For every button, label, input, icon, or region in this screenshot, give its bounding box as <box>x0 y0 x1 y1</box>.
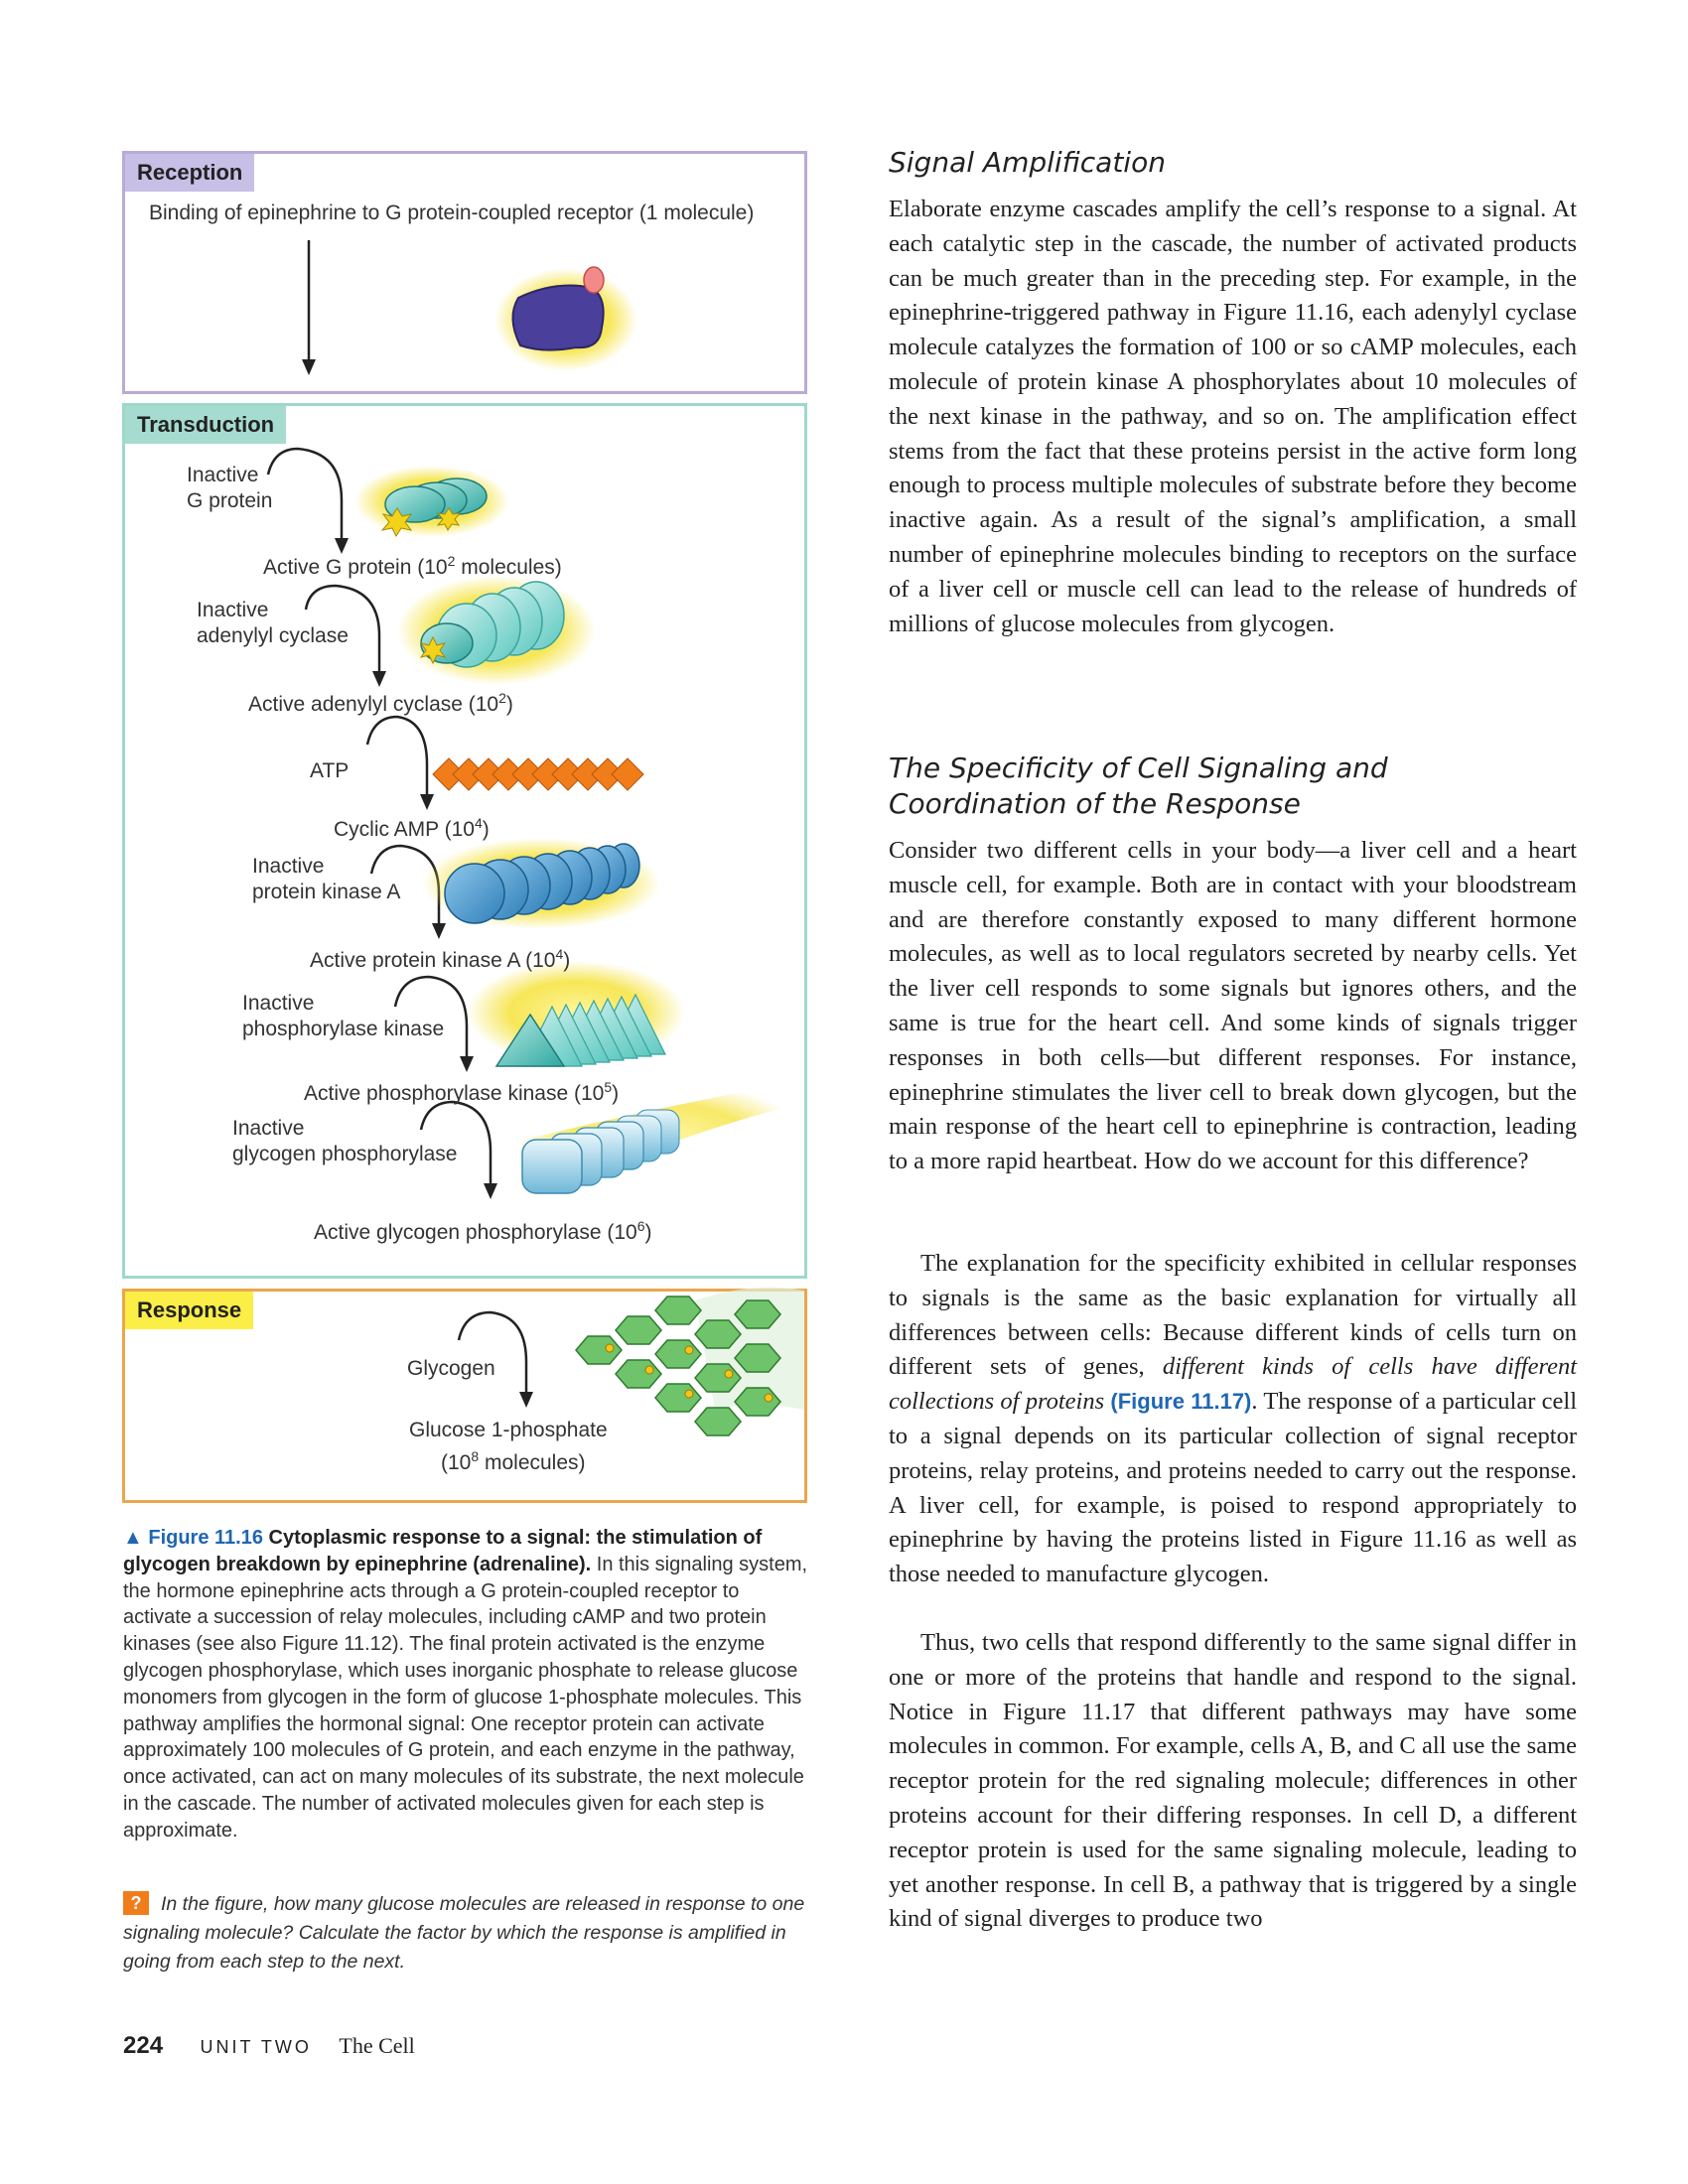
step2-active-label: Active adenylyl cyclase (102) <box>248 690 513 716</box>
glycogen-icon <box>575 1287 804 1436</box>
step4-active-label: Active protein kinase A (104) <box>310 946 571 972</box>
paragraph-specificity-3: Thus, two cells that respond differently… <box>889 1629 1577 1933</box>
step1-arrow <box>266 447 344 544</box>
glycogen-phosphorylase-icon <box>516 1082 804 1194</box>
step4-inactive-line2: protein kinase A <box>252 881 401 903</box>
cascade-illustration <box>266 240 804 1436</box>
section-label: The Cell <box>339 2033 415 2058</box>
figure-title: Cytoplasmic response to a signal: the st… <box>123 1527 763 1575</box>
question-badge: ? <box>123 1891 149 1915</box>
protein-kinase-a-icon <box>422 838 660 929</box>
question-text: In the figure, how many glucose molecule… <box>123 1893 805 1973</box>
g-protein-icon <box>354 466 509 538</box>
step6-arrow <box>419 1100 492 1189</box>
caption-body: In this signaling system, the hormone ep… <box>123 1553 808 1842</box>
paragraph-amplification: Elaborate enzyme cascades amplify the ce… <box>889 196 1577 637</box>
step3-arrow <box>365 715 429 800</box>
phosphorylase-kinase-icon <box>467 961 685 1067</box>
step4-inactive-line1: Inactive <box>252 855 325 878</box>
step5-inactive-line1: Inactive <box>242 992 315 1015</box>
step1-active-label: Active G protein (102 molecules) <box>263 553 562 579</box>
step3-active-label: Cyclic AMP (104) <box>334 815 490 841</box>
page-footer: 224 UNIT TWO The Cell <box>123 2032 415 2060</box>
step3-input-label: ATP <box>310 759 350 782</box>
page-number: 224 <box>123 2032 164 2059</box>
paragraph-specificity-2: The explanation for the specificity exhi… <box>889 1250 1578 1588</box>
reception-panel: Reception <box>122 151 807 394</box>
step2-arrow <box>304 584 381 677</box>
reception-tag: Reception <box>125 154 255 192</box>
step5-active-label: Active phosphorylase kinase (105) <box>304 1079 620 1105</box>
heading-specificity: The Specificity of Cell Signaling and Co… <box>889 751 1388 820</box>
unit-label: UNIT TWO <box>200 2037 312 2057</box>
step6-inactive-line1: Inactive <box>232 1117 305 1140</box>
step6-active-label: Active glycogen phosphorylase (106) <box>314 1218 652 1244</box>
response-arrow <box>457 1310 528 1398</box>
step1-inactive-line1: Inactive <box>187 464 259 486</box>
heading-signal-amplification: Signal Amplification <box>889 146 1166 179</box>
receptor-icon <box>494 266 637 371</box>
figure-question: ? In the figure, how many glucose molecul… <box>123 1890 808 1977</box>
step1-inactive-line2: G protein <box>187 489 273 512</box>
paragraph-specificity-1: Consider two different cells in your bod… <box>889 837 1577 1175</box>
transduction-tag: Transduction <box>125 406 287 444</box>
figure-label: ▲ Figure 11.16 <box>123 1527 263 1549</box>
step2-inactive-line2: adenylyl cyclase <box>197 624 349 647</box>
glucose-label-line1: Glucose 1-phosphate <box>409 1419 608 1441</box>
emphasis-text: different kinds of cells have different … <box>889 1353 1578 1416</box>
adenylyl-cyclase-icon <box>397 576 596 685</box>
glucose-label-line2: (108 molecules) <box>441 1448 586 1474</box>
step2-inactive-line1: Inactive <box>197 599 269 621</box>
figure-reference-link: (Figure 11.17) <box>1110 1389 1252 1415</box>
glycogen-label: Glycogen <box>407 1357 495 1380</box>
step6-inactive-line2: glycogen phosphorylase <box>232 1143 458 1165</box>
cyclic-amp-icon <box>432 757 644 791</box>
step5-arrow <box>393 975 469 1062</box>
reception-label: Binding of epinephrine to G protein-coup… <box>149 202 755 224</box>
figure-caption: ▲ Figure 11.16 Cytoplasmic response to a… <box>123 1525 808 1844</box>
step5-inactive-line2: phosphorylase kinase <box>242 1018 445 1040</box>
response-tag: Response <box>125 1292 254 1329</box>
